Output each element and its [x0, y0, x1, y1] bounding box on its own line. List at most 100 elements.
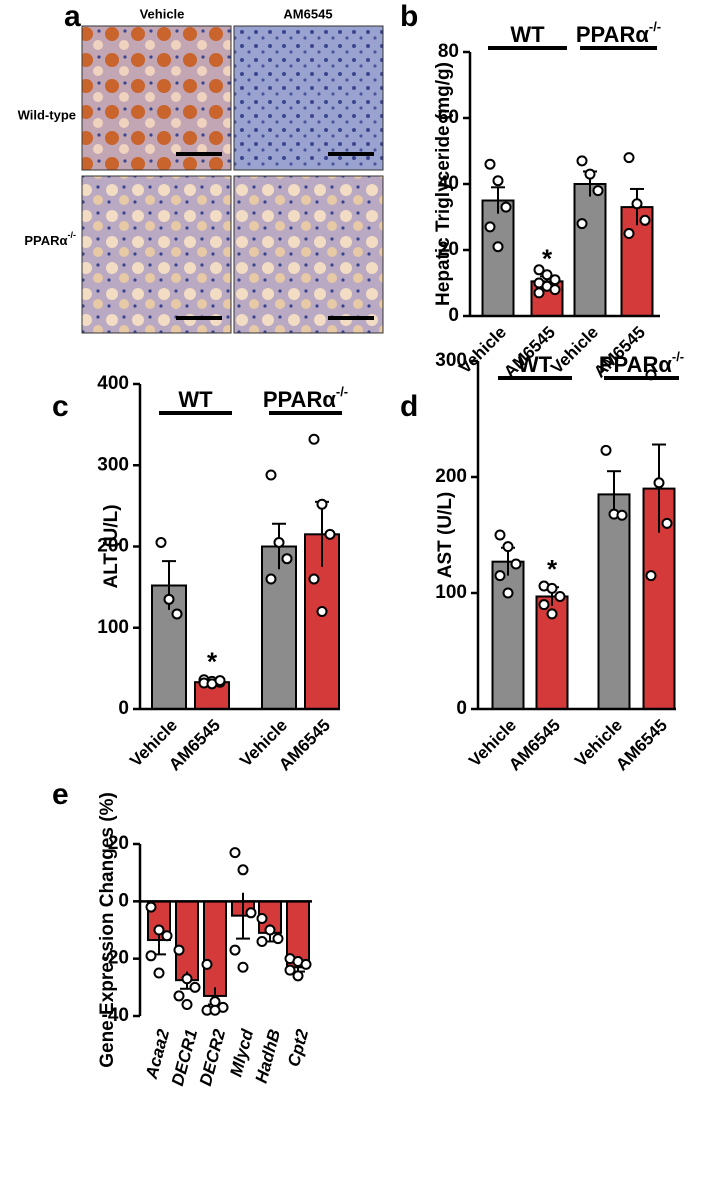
data-point: [538, 599, 550, 611]
data-point: [623, 228, 635, 239]
data-point: [308, 433, 320, 445]
group-label: PPARα-/-: [576, 19, 661, 46]
data-point: [292, 970, 304, 982]
data-point: [229, 847, 241, 859]
data-point: [584, 168, 596, 180]
data-point: [145, 950, 157, 962]
data-point: [237, 864, 249, 876]
image-panel: a Vehicle AM6545 Wild-type PPARα-/-: [18, 0, 384, 334]
micrograph: [233, 175, 384, 334]
data-point: [645, 570, 657, 582]
data-point: [576, 218, 588, 230]
group-label: PPARα-/-: [599, 349, 684, 376]
data-point: [161, 930, 173, 942]
data-point: [639, 214, 651, 226]
y-tick-label: 100: [97, 617, 129, 638]
y-tick-label: 400: [97, 373, 129, 394]
data-point: [549, 284, 561, 296]
data-point: [153, 967, 165, 979]
group-label-base: PPARα: [599, 352, 672, 377]
data-point: [155, 536, 167, 548]
data-point: [256, 935, 268, 947]
data-point: [623, 152, 635, 164]
data-point: [245, 907, 257, 919]
data-point: [510, 558, 522, 570]
micrograph: [81, 25, 232, 171]
group-label-sup: -/-: [649, 19, 661, 34]
group-label-base: PPARα: [263, 387, 336, 412]
y-tick-label: 0: [118, 890, 129, 911]
y-axis-title: AST (U/L): [435, 492, 456, 579]
y-tick-label: 0: [118, 698, 129, 719]
data-point: [576, 155, 588, 167]
data-point: [163, 593, 175, 605]
data-point: [237, 961, 249, 973]
y-tick-label: 200: [435, 466, 467, 487]
data-point: [484, 221, 496, 233]
data-point: [181, 973, 193, 985]
panel-label: e: [52, 778, 69, 811]
row-label: Wild-type: [18, 107, 76, 122]
y-axis-title: Hepatic Triglyceride (mg/g): [433, 62, 454, 306]
data-point: [153, 924, 165, 936]
data-point: [324, 528, 336, 540]
group-label: WT: [518, 352, 553, 377]
data-point: [189, 981, 201, 993]
data-point: [308, 573, 320, 585]
data-point: [265, 573, 277, 585]
data-point: [181, 999, 193, 1011]
x-tick-label: HadhB: [252, 1027, 285, 1085]
panel-label: c: [52, 390, 69, 423]
x-tick-label: Mlycd: [226, 1027, 257, 1079]
data-point: [145, 901, 157, 913]
row-label: PPARα-/-: [24, 230, 76, 248]
y-axis-title: Gene Expression Changes (%): [97, 792, 118, 1068]
data-point: [616, 509, 628, 521]
bar: [203, 900, 227, 997]
data-point: [502, 587, 514, 599]
data-point: [554, 590, 566, 602]
column-label: Vehicle: [140, 6, 185, 21]
data-point: [494, 529, 506, 541]
y-tick-label: 0: [456, 698, 467, 719]
data-point: [256, 913, 268, 925]
y-axis-title: ALT (U/L): [101, 504, 122, 588]
x-tick-label: Cpt2: [284, 1027, 312, 1069]
data-point: [272, 933, 284, 945]
data-point: [214, 675, 226, 687]
y-tick-label: -20: [102, 948, 129, 969]
y-tick-label: 200: [97, 536, 129, 557]
data-point: [265, 469, 277, 481]
group-label-sup: -/-: [336, 384, 348, 399]
data-point: [201, 958, 213, 970]
group-label-base: PPARα: [576, 22, 649, 47]
column-label: AM6545: [283, 6, 332, 21]
bar: [261, 545, 297, 710]
data-point: [284, 964, 296, 976]
micrograph: [81, 175, 232, 334]
data-point: [229, 944, 241, 956]
data-point: [500, 201, 512, 213]
data-point: [546, 582, 558, 594]
data-point: [653, 477, 665, 489]
data-point: [549, 274, 561, 286]
data-point: [300, 958, 312, 970]
y-tick-label: 100: [435, 582, 467, 603]
bar: [597, 493, 631, 710]
x-tick-label: DECR2: [196, 1027, 229, 1088]
bar: [481, 199, 515, 317]
data-point: [533, 264, 545, 276]
group-label-sup: -/-: [672, 349, 684, 364]
y-tick-label: 0: [448, 305, 459, 326]
group-label: WT: [510, 22, 545, 47]
row-label-sup: -/-: [68, 230, 77, 240]
y-tick-label: 20: [108, 833, 129, 854]
data-point: [600, 444, 612, 456]
data-point: [273, 536, 285, 548]
data-point: [209, 1004, 221, 1016]
y-tick-label: 60: [438, 107, 459, 128]
data-point: [661, 517, 673, 529]
data-point: [173, 990, 185, 1002]
significance-marker: *: [207, 647, 218, 677]
